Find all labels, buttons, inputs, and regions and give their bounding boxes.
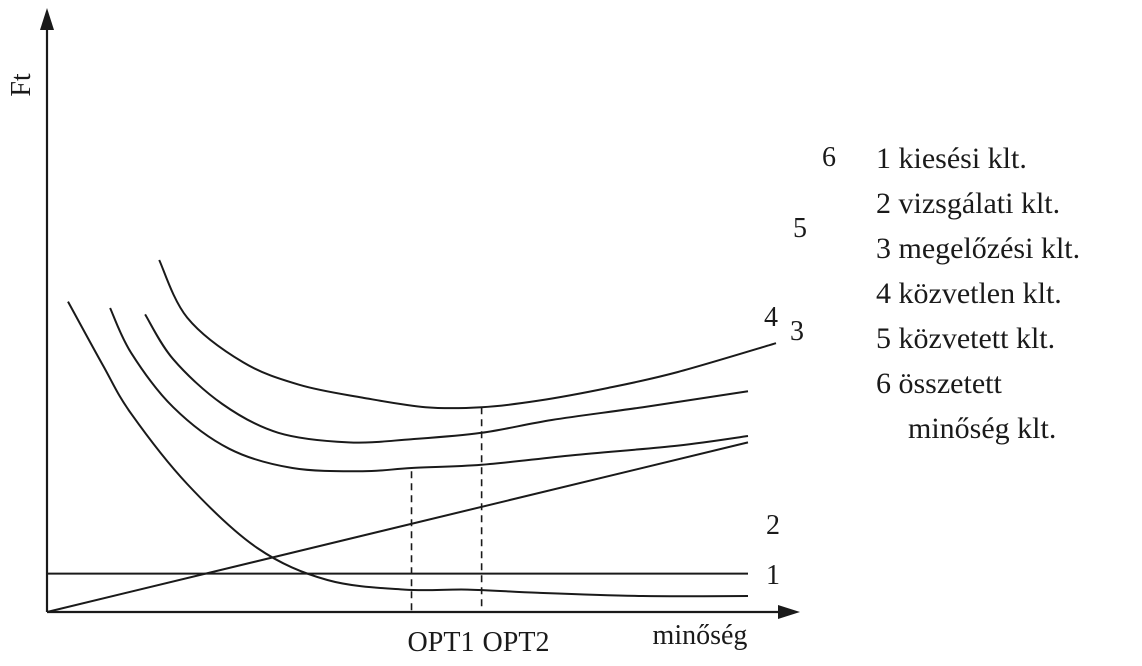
curve-5 bbox=[144, 313, 749, 444]
curve-label-6: 6 bbox=[822, 142, 836, 173]
x-axis-arrow bbox=[778, 605, 800, 619]
axes bbox=[40, 8, 800, 619]
curve-label-3: 3 bbox=[790, 316, 804, 347]
legend-item-5: 5 közvetett klt. bbox=[876, 322, 1056, 355]
x-axis-label: minőség bbox=[653, 620, 748, 651]
x-tick-opt2: OPT2 bbox=[483, 627, 550, 658]
x-tick-opt1: OPT1 bbox=[408, 627, 475, 658]
legend-item-1: 1 kiesési klt. bbox=[876, 142, 1027, 175]
legend-item-3: 3 megelőzési klt. bbox=[876, 232, 1081, 265]
curve-4 bbox=[109, 307, 749, 473]
legend-item-6: 6 összetett bbox=[876, 367, 1002, 400]
curve-6 bbox=[158, 259, 777, 410]
curve-1 bbox=[67, 301, 749, 598]
curve-label-2: 2 bbox=[766, 510, 780, 541]
legend-item-4: 4 közvetlen klt. bbox=[876, 277, 1062, 310]
optima bbox=[410, 407, 483, 612]
legend-item-2: 2 vizsgálati klt. bbox=[876, 187, 1061, 220]
y-axis-arrow bbox=[40, 8, 54, 30]
curve-label-4: 4 bbox=[764, 302, 778, 333]
legend: 1 kiesési klt. 2 vizsgálati klt. 3 megel… bbox=[876, 136, 1138, 451]
curves bbox=[46, 259, 777, 613]
y-axis-label: Ft bbox=[6, 73, 37, 97]
legend-item-6-continued: minőség klt. bbox=[908, 412, 1057, 445]
curve-label-1: 1 bbox=[766, 560, 780, 591]
curve-label-5: 5 bbox=[793, 213, 807, 244]
curve-3 bbox=[46, 441, 749, 613]
